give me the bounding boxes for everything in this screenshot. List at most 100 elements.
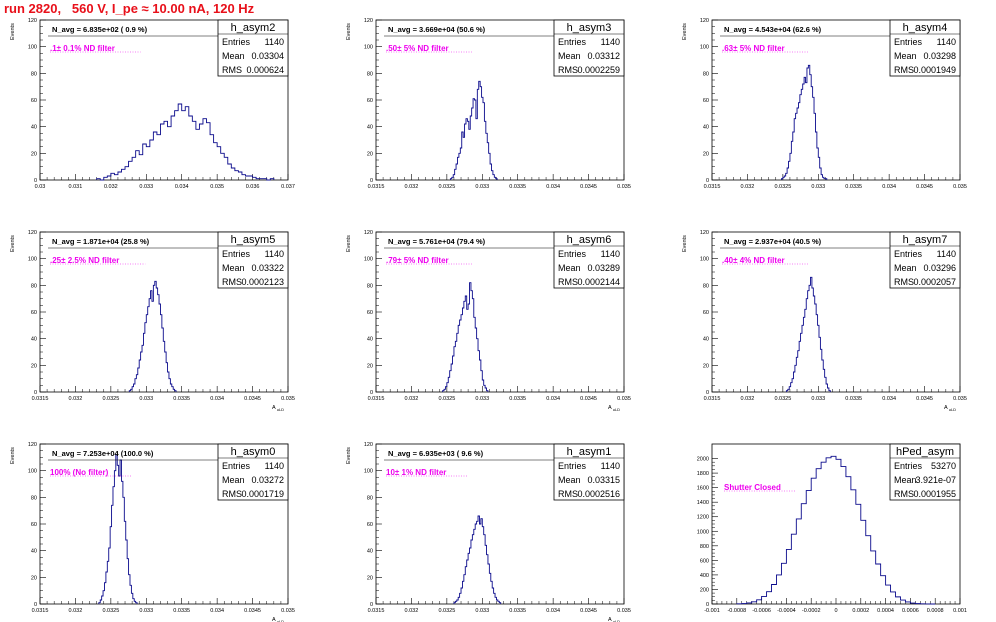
x-tick-label: 0.0335 xyxy=(509,184,526,190)
y-tick-label: 120 xyxy=(28,230,37,236)
histogram-series xyxy=(736,455,936,605)
x-tick-label: 0.0006 xyxy=(902,608,919,614)
stats-label: RMS xyxy=(222,489,242,499)
histogram-title: h_asym3 xyxy=(567,22,612,34)
x-tick-label: 0.033 xyxy=(139,184,153,190)
y-tick-label: 80 xyxy=(367,283,373,289)
x-tick-label: 0.0335 xyxy=(509,396,526,402)
x-tick-label: 0.034 xyxy=(546,184,560,190)
y-tick-label: 1000 xyxy=(697,529,709,535)
x-tick-label: 0.035 xyxy=(953,184,967,190)
y-tick-label: 60 xyxy=(31,522,37,528)
stats-value: 53270 xyxy=(931,461,956,471)
x-tick-label: 0.032 xyxy=(69,396,83,402)
histogram-panel-h_asym1: 0 20 40 60 80 100 120 0.0315 0.032 0.0325 0.033 0.0… xyxy=(346,442,631,622)
x-tick-label: 0.0345 xyxy=(916,184,933,190)
stats-label: Entries xyxy=(558,461,587,471)
y-tick-label: 20 xyxy=(703,363,709,369)
y-tick-label: 40 xyxy=(367,125,373,131)
x-tick-label: 0.035 xyxy=(617,184,631,190)
stats-value: 0.03315 xyxy=(587,475,620,485)
x-tick-label: 0.032 xyxy=(69,608,83,614)
y-tick-label: 40 xyxy=(31,549,37,555)
y-tick-label: 60 xyxy=(31,310,37,316)
y-tick-label: 0 xyxy=(706,602,709,608)
y-tick-label: 0 xyxy=(370,178,373,184)
y-tick-label: 40 xyxy=(703,337,709,343)
filter-note: 10± 1% ND filter xyxy=(386,468,446,477)
x-tick-label: -0.0002 xyxy=(802,608,821,614)
x-tick-label: 0.0345 xyxy=(244,396,261,402)
x-tick-label: 0.03 xyxy=(35,184,46,190)
y-tick-label: 100 xyxy=(28,45,37,51)
x-axis-label: A uLD xyxy=(608,617,620,622)
stats-value: 1140 xyxy=(937,37,956,47)
stats-label: RMS xyxy=(894,277,914,287)
histogram-series xyxy=(785,276,831,392)
y-tick-label: 60 xyxy=(367,310,373,316)
stats-value: 0.03304 xyxy=(251,51,284,61)
y-tick-label: 20 xyxy=(31,151,37,157)
n-avg-label: N_avg = 2.937e+04 (40.5 %) xyxy=(724,237,822,246)
stats-label: Mean xyxy=(222,263,245,273)
x-tick-label: 0.0315 xyxy=(368,184,385,190)
x-tick-label: -0.0008 xyxy=(727,608,746,614)
y-tick-label: 60 xyxy=(703,310,709,316)
n-avg-label: N_avg = 3.669e+04 (50.6 %) xyxy=(388,25,486,34)
y-tick-label: 40 xyxy=(703,125,709,131)
y-tick-label: 100 xyxy=(28,469,37,475)
stats-value: 1140 xyxy=(601,249,620,259)
x-axis-label: A uLD xyxy=(944,405,956,412)
histogram-series xyxy=(98,454,138,604)
filter-note: .50± 5% ND filter xyxy=(386,44,449,53)
stats-label: Entries xyxy=(894,461,923,471)
x-tick-label: 0.0345 xyxy=(916,396,933,402)
x-tick-label: 0.0345 xyxy=(580,396,597,402)
x-tick-label: 0.0315 xyxy=(704,184,721,190)
x-tick-label: 0.0335 xyxy=(173,396,190,402)
stats-box xyxy=(217,231,289,289)
y-tick-label: 120 xyxy=(28,442,37,448)
x-tick-label: 0.0325 xyxy=(102,608,119,614)
x-tick-label: 0.0335 xyxy=(845,396,862,402)
y-tick-label: 20 xyxy=(703,151,709,157)
n-avg-label: N_avg = 7.253e+04 (100.0 %) xyxy=(52,449,154,458)
y-tick-label: 600 xyxy=(700,558,709,564)
stats-label: RMS xyxy=(894,65,914,75)
x-tick-label: 0.0345 xyxy=(244,608,261,614)
stats-label: RMS xyxy=(558,277,578,287)
filter-note: .63± 5% ND filter xyxy=(722,44,785,53)
y-tick-label: 0 xyxy=(34,602,37,608)
n-avg-label: N_avg = 4.543e+04 (62.6 %) xyxy=(724,25,822,34)
x-tick-label: 0.0315 xyxy=(368,608,385,614)
filter-note: 100% (No filter) xyxy=(50,468,109,477)
histogram-panel-h_asym7: 0 20 40 60 80 100 120 0.0315 0.032 0.0325 0.033 0.0… xyxy=(682,230,967,412)
y-tick-label: 20 xyxy=(367,575,373,581)
y-tick-label: 100 xyxy=(364,45,373,51)
y-tick-label: 0 xyxy=(370,390,373,396)
x-tick-label: 0 xyxy=(834,608,837,614)
n-avg-label: N_avg = 6.935e+03 ( 9.6 %) xyxy=(388,449,484,458)
y-tick-label: 0 xyxy=(706,178,709,184)
stats-value: 1140 xyxy=(265,461,284,471)
histogram-series xyxy=(128,280,177,392)
stats-label: RMS xyxy=(558,489,578,499)
x-tick-label: 0.0345 xyxy=(580,184,597,190)
stats-label: Mean xyxy=(894,263,917,273)
x-tick-label: 0.0008 xyxy=(927,608,944,614)
stats-value: 0.03322 xyxy=(251,263,284,273)
x-tick-label: 0.033 xyxy=(811,184,825,190)
histogram-title: h_asym0 xyxy=(231,446,276,458)
x-tick-label: 0.036 xyxy=(246,184,260,190)
x-tick-label: 0.0335 xyxy=(509,608,526,614)
x-tick-label: 0.035 xyxy=(953,396,967,402)
stats-value: 0.03312 xyxy=(587,51,620,61)
stats-value: 0.0001955 xyxy=(913,489,956,499)
stats-label: Mean xyxy=(558,263,581,273)
histogram-title: h_asym2 xyxy=(231,22,276,34)
stats-value: 0.0001949 xyxy=(913,65,956,75)
y-tick-label: 800 xyxy=(700,544,709,550)
histogram-series xyxy=(449,80,498,180)
stats-label: Mean xyxy=(894,51,917,61)
x-tick-label: 0.035 xyxy=(210,184,224,190)
